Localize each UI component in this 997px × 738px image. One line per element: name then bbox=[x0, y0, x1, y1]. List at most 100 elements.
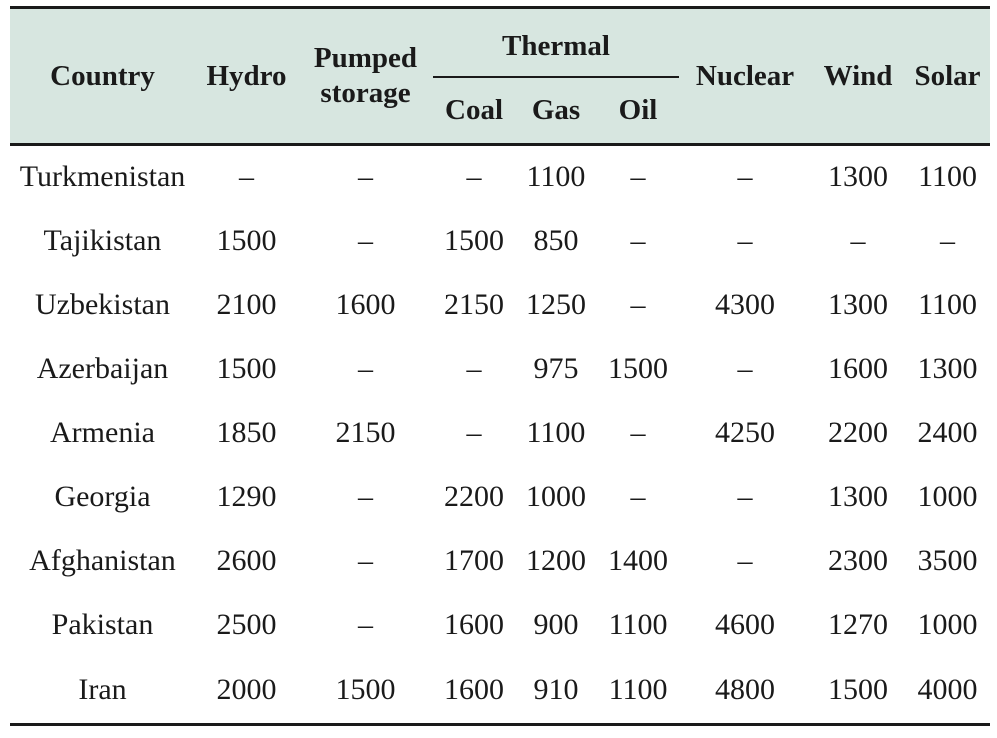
cell-wind: 1300 bbox=[828, 287, 889, 321]
cell-solar: – bbox=[940, 223, 956, 257]
table-row: Afghanistan 2600 – 1700 1200 1400 – 2300 3500 bbox=[10, 529, 990, 593]
cell-coal: – bbox=[466, 415, 482, 449]
cell-solar: 3500 bbox=[917, 543, 978, 577]
data-table: Country Hydro Pumped storage Thermal Nuc… bbox=[10, 6, 991, 726]
table-header: Country Hydro Pumped storage Thermal Nuc… bbox=[10, 6, 991, 146]
cell-pumped-storage: – bbox=[358, 479, 373, 513]
cell-wind: 1600 bbox=[828, 351, 889, 385]
cell-pumped-storage: – bbox=[358, 543, 373, 577]
cell-country: Georgia bbox=[54, 479, 151, 513]
cell-hydro: 1850 bbox=[216, 415, 277, 449]
cell-pumped-storage: – bbox=[358, 351, 373, 385]
cell-gas: 975 bbox=[533, 351, 579, 385]
table-row: Uzbekistan 2100 1600 2150 1250 – 4300 1300 1100 bbox=[10, 273, 990, 337]
cell-hydro: 1500 bbox=[216, 223, 277, 257]
cell-hydro: – bbox=[239, 160, 254, 194]
header-solar: Solar bbox=[905, 6, 991, 146]
header-wind: Wind bbox=[811, 6, 906, 146]
cell-oil: – bbox=[630, 479, 646, 513]
cell-hydro: 1290 bbox=[216, 479, 277, 513]
cell-gas: 1250 bbox=[526, 287, 586, 321]
cell-coal: 1700 bbox=[444, 543, 504, 577]
cell-pumped-storage: – bbox=[358, 607, 373, 641]
cell-coal: 2150 bbox=[444, 287, 504, 321]
cell-oil: – bbox=[630, 223, 646, 257]
cell-solar: 1100 bbox=[918, 160, 977, 194]
header-pumped-storage: Pumped storage bbox=[298, 6, 433, 146]
cell-solar: 1100 bbox=[918, 287, 977, 321]
cell-solar: 1000 bbox=[917, 607, 978, 641]
cell-oil: 1100 bbox=[608, 607, 668, 641]
cell-country: Armenia bbox=[50, 415, 155, 449]
cell-solar: 1300 bbox=[917, 351, 978, 385]
cell-oil: – bbox=[630, 415, 646, 449]
cell-coal: 1600 bbox=[433, 656, 515, 726]
cell-wind: 1270 bbox=[828, 607, 889, 641]
table-body: Turkmenistan – – – 1100 – – 1300 1100 Tajikistan 1… bbox=[10, 145, 991, 726]
cell-gas: 900 bbox=[533, 607, 579, 641]
cell-pumped-storage: – bbox=[358, 223, 373, 257]
cell-wind: 1300 bbox=[828, 160, 889, 194]
cell-nuclear: 4300 bbox=[715, 287, 776, 321]
cell-hydro: 2000 bbox=[195, 656, 298, 726]
header-thermal: Thermal bbox=[433, 6, 680, 78]
cell-hydro: 2100 bbox=[216, 287, 277, 321]
cell-nuclear: 4800 bbox=[679, 656, 812, 726]
cell-wind: 2200 bbox=[828, 415, 889, 449]
cell-wind: 2300 bbox=[828, 543, 889, 577]
cell-coal: 1600 bbox=[444, 607, 504, 641]
header-hydro: Hydro bbox=[195, 6, 298, 146]
cell-gas: 1000 bbox=[526, 479, 586, 513]
cell-nuclear: – bbox=[737, 543, 753, 577]
cell-wind: – bbox=[850, 223, 866, 257]
cell-pumped-storage: – bbox=[358, 160, 373, 194]
cell-country: Afghanistan bbox=[29, 543, 176, 577]
header-oil: Oil bbox=[597, 76, 680, 146]
cell-pumped-storage: 1500 bbox=[298, 656, 433, 726]
cell-coal: 2200 bbox=[444, 479, 504, 513]
cell-hydro: 1500 bbox=[216, 351, 277, 385]
cell-solar: 1000 bbox=[917, 479, 978, 513]
cell-gas: 910 bbox=[515, 656, 597, 726]
header-country: Country bbox=[10, 6, 195, 146]
cell-solar: 2400 bbox=[917, 415, 978, 449]
cell-country: Azerbaijan bbox=[36, 351, 169, 385]
table-row: Azerbaijan 1500 – – 975 1500 – 1600 1300 bbox=[10, 337, 990, 401]
cell-oil: 1400 bbox=[608, 543, 669, 577]
cell-gas: 1100 bbox=[526, 415, 586, 449]
cell-country: Pakistan bbox=[51, 607, 154, 641]
cell-wind: 1500 bbox=[811, 656, 906, 726]
cell-coal: – bbox=[466, 351, 482, 385]
header-gas: Gas bbox=[515, 76, 597, 146]
header-pumped-line2: storage bbox=[320, 77, 411, 109]
cell-nuclear: – bbox=[737, 351, 753, 385]
cell-gas: 1200 bbox=[526, 543, 586, 577]
cell-coal: – bbox=[466, 160, 482, 194]
cell-nuclear: – bbox=[737, 160, 753, 194]
header-nuclear: Nuclear bbox=[679, 6, 812, 146]
cell-nuclear: – bbox=[737, 223, 753, 257]
cell-gas: 1100 bbox=[526, 160, 586, 194]
cell-hydro: 2500 bbox=[216, 607, 277, 641]
cell-pumped-storage: 2150 bbox=[335, 415, 396, 449]
table-row: Pakistan 2500 – 1600 900 1100 4600 1270 1000 bbox=[10, 593, 990, 657]
cell-nuclear: 4600 bbox=[715, 607, 776, 641]
cell-pumped-storage: 1600 bbox=[335, 287, 396, 321]
cell-solar: 4000 bbox=[905, 656, 991, 726]
header-coal: Coal bbox=[433, 76, 515, 146]
cell-coal: 1500 bbox=[444, 223, 504, 257]
table-row: Armenia 1850 2150 – 1100 – 4250 2200 2400 bbox=[10, 401, 990, 465]
cell-wind: 1300 bbox=[828, 479, 889, 513]
cell-gas: 850 bbox=[533, 223, 579, 257]
table-row: Tajikistan 1500 – 1500 850 – – – – bbox=[10, 209, 990, 273]
header-pumped-line1: Pumped bbox=[313, 42, 418, 75]
cell-oil: – bbox=[630, 160, 646, 194]
cell-nuclear: – bbox=[737, 479, 753, 513]
cell-oil: 1500 bbox=[608, 351, 669, 385]
table-row: Georgia 1290 – 2200 1000 – – 1300 1000 bbox=[10, 465, 990, 529]
cell-country: Uzbekistan bbox=[35, 287, 170, 321]
cell-oil: – bbox=[630, 287, 646, 321]
table-row: Turkmenistan – – – 1100 – – 1300 1100 bbox=[10, 145, 990, 209]
cell-country: Iran bbox=[10, 656, 195, 726]
